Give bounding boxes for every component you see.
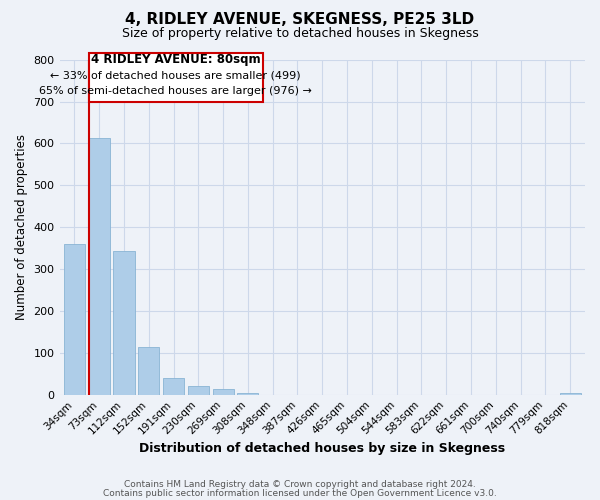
- Text: 65% of semi-detached houses are larger (976) →: 65% of semi-detached houses are larger (…: [40, 86, 312, 96]
- Bar: [188, 386, 209, 394]
- Text: 4 RIDLEY AVENUE: 80sqm: 4 RIDLEY AVENUE: 80sqm: [91, 53, 260, 66]
- Text: Contains public sector information licensed under the Open Government Licence v3: Contains public sector information licen…: [103, 488, 497, 498]
- Bar: [89, 138, 110, 394]
- Bar: [212, 389, 233, 394]
- X-axis label: Distribution of detached houses by size in Skegness: Distribution of detached houses by size …: [139, 442, 505, 455]
- Bar: [64, 244, 85, 394]
- Text: Size of property relative to detached houses in Skegness: Size of property relative to detached ho…: [122, 28, 478, 40]
- Text: ← 33% of detached houses are smaller (499): ← 33% of detached houses are smaller (49…: [50, 70, 301, 81]
- FancyBboxPatch shape: [89, 54, 263, 102]
- Bar: [113, 251, 134, 394]
- Bar: [138, 348, 160, 395]
- Y-axis label: Number of detached properties: Number of detached properties: [15, 134, 28, 320]
- Bar: [238, 392, 259, 394]
- Text: Contains HM Land Registry data © Crown copyright and database right 2024.: Contains HM Land Registry data © Crown c…: [124, 480, 476, 489]
- Bar: [163, 378, 184, 394]
- Text: 4, RIDLEY AVENUE, SKEGNESS, PE25 3LD: 4, RIDLEY AVENUE, SKEGNESS, PE25 3LD: [125, 12, 475, 28]
